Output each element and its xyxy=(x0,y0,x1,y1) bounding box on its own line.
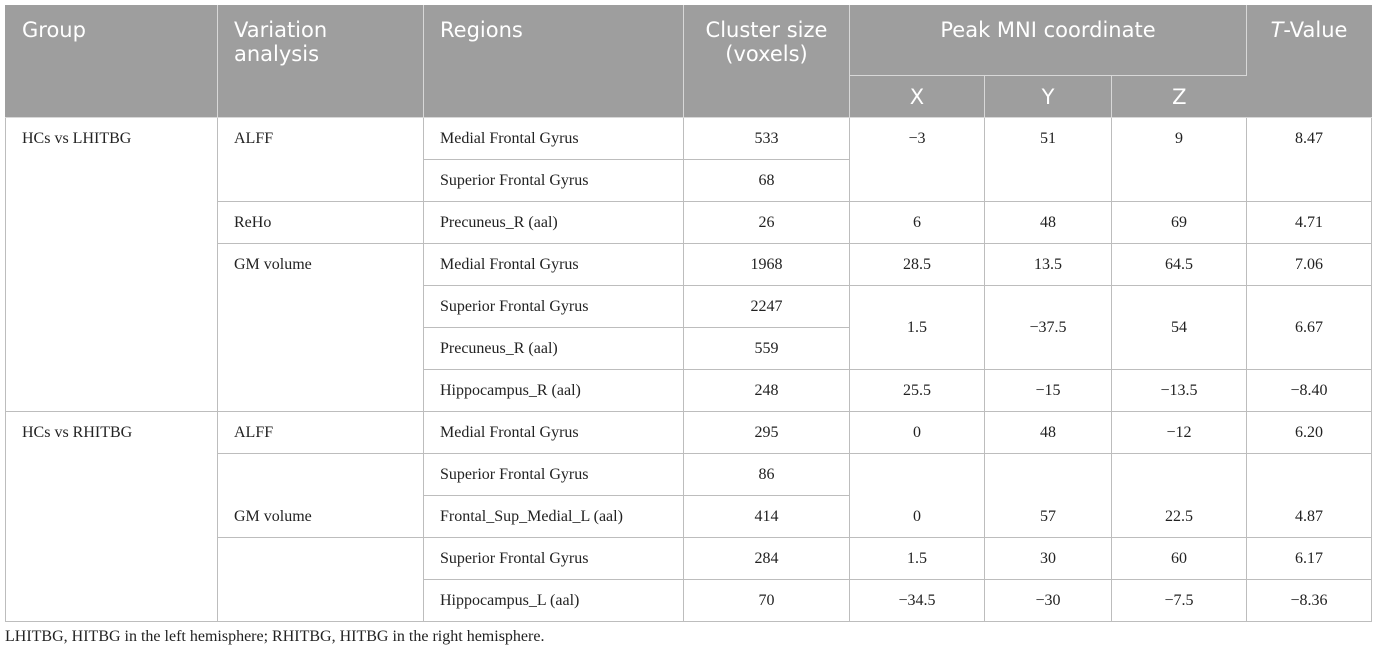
header-t-italic: T xyxy=(1270,18,1284,42)
t-cell: 4.71 xyxy=(1246,201,1373,244)
t-cell: −8.36 xyxy=(1246,579,1373,622)
group-cell: HCs vs RHITBG xyxy=(5,411,218,622)
region-cell: Medial Frontal Gyrus xyxy=(423,243,684,286)
analysis-cell: GM volume xyxy=(217,453,424,538)
cluster-cell: 248 xyxy=(683,369,850,412)
header-y: Y xyxy=(984,75,1112,118)
analysis-cell: ALFF xyxy=(217,117,424,202)
results-table: Group Variation analysis Regions Cluster… xyxy=(5,5,1373,622)
header-t-value: T-Value xyxy=(1246,5,1372,118)
t-cell: 6.20 xyxy=(1246,411,1373,454)
table-row: HCs vs LHITBG ALFF Medial Frontal Gyrus … xyxy=(5,117,1373,412)
t-cell: 6.67 xyxy=(1246,285,1373,370)
z-cell: −12 xyxy=(1110,411,1248,454)
cluster-cell: 295 xyxy=(683,411,850,454)
x-cell: 0 xyxy=(849,411,985,454)
header-cluster-line1: Cluster size xyxy=(705,18,828,42)
cluster-cell: 559 xyxy=(683,327,850,370)
y-cell: −30 xyxy=(984,579,1112,622)
t-cell: −8.40 xyxy=(1246,369,1373,412)
group-cell: HCs vs LHITBG xyxy=(5,117,218,412)
header-variation-analysis: Variation analysis xyxy=(217,5,424,118)
x-cell: 28.5 xyxy=(849,243,985,286)
cluster-cell: 68 xyxy=(683,159,850,202)
cluster-cell: 2247 xyxy=(683,285,850,328)
cluster-cell: 86 xyxy=(683,453,850,496)
analysis-cell: GM volume xyxy=(217,243,424,412)
header-peak-mni: Peak MNI coordinate xyxy=(849,5,1248,76)
header-z: Z xyxy=(1111,75,1247,118)
z-cell: 69 xyxy=(1110,201,1248,244)
z-cell: 64.5 xyxy=(1110,243,1248,286)
t-cell: 8.47 xyxy=(1246,117,1373,202)
cluster-cell: 1968 xyxy=(683,243,850,286)
region-cell: Medial Frontal Gyrus xyxy=(423,117,684,160)
header-t-rest: -Value xyxy=(1283,18,1348,42)
analysis-cell: ALFF xyxy=(217,411,424,454)
t-cell: 4.87 xyxy=(1246,453,1373,538)
region-cell: Precuneus_R (aal) xyxy=(423,327,684,370)
header-cluster-size: Cluster size (voxels) xyxy=(683,5,850,118)
z-cell: 22.5 xyxy=(1110,453,1248,538)
y-cell: 13.5 xyxy=(984,243,1112,286)
table-footnote: LHITBG, HITBG in the left hemisphere; RH… xyxy=(5,628,545,645)
region-cell: Hippocampus_L (aal) xyxy=(423,579,684,622)
header-variation-line2: analysis xyxy=(234,42,320,66)
table-row: Hippocampus_L (aal) 70 −34.5 −30 −7.5 −8… xyxy=(6,579,1373,622)
region-cell: Superior Frontal Gyrus xyxy=(423,453,684,496)
x-cell: −34.5 xyxy=(849,579,985,622)
x-cell: 0 xyxy=(849,453,985,538)
region-cell: Precuneus_R (aal) xyxy=(423,201,684,244)
x-cell: 1.5 xyxy=(849,537,985,580)
z-cell: −7.5 xyxy=(1110,579,1248,622)
table-row: Superior Frontal Gyrus 68 xyxy=(6,159,1372,202)
y-cell: 51 xyxy=(984,117,1112,202)
z-cell: 54 xyxy=(1110,285,1248,370)
analysis-cell-empty xyxy=(217,537,424,622)
table-row: ReHo Precuneus_R (aal) 26 6 48 69 4.71 xyxy=(6,201,1373,244)
z-cell: 9 xyxy=(1110,117,1248,202)
x-cell: 1.5 xyxy=(849,285,985,370)
x-cell: −3 xyxy=(849,117,985,202)
y-cell: −37.5 xyxy=(984,285,1112,370)
x-cell: 25.5 xyxy=(849,369,985,412)
table-row: Superior Frontal Gyrus 284 1.5 30 60 6.1… xyxy=(6,537,1373,622)
y-cell: 30 xyxy=(984,537,1112,580)
y-cell: 57 xyxy=(984,453,1112,538)
header-cluster-line2: (voxels) xyxy=(725,42,808,66)
region-cell: Frontal_Sup_Medial_L (aal) xyxy=(423,495,684,538)
y-cell: 48 xyxy=(984,201,1112,244)
cluster-cell: 70 xyxy=(683,579,850,622)
cluster-cell: 533 xyxy=(683,117,850,160)
cluster-cell: 284 xyxy=(683,537,850,580)
analysis-cell: ReHo xyxy=(217,201,424,244)
region-cell: Superior Frontal Gyrus xyxy=(423,159,684,202)
region-cell: Superior Frontal Gyrus xyxy=(423,285,684,328)
table-row: HCs vs RHITBG ALFF Medial Frontal Gyrus … xyxy=(5,411,1373,622)
cluster-cell: 414 xyxy=(683,495,850,538)
x-cell: 6 xyxy=(849,201,985,244)
header-group: Group xyxy=(5,5,218,118)
z-cell: 60 xyxy=(1110,537,1248,580)
header-regions: Regions xyxy=(423,5,684,118)
y-cell: −15 xyxy=(984,369,1112,412)
region-cell: Superior Frontal Gyrus xyxy=(423,537,684,580)
y-cell: 48 xyxy=(984,411,1112,454)
z-cell: −13.5 xyxy=(1110,369,1248,412)
header-variation-line1: Variation xyxy=(234,18,328,42)
table-row: Frontal_Sup_Medial_L (aal) 414 xyxy=(6,495,1372,538)
t-cell: 7.06 xyxy=(1246,243,1373,286)
region-cell: Hippocampus_R (aal) xyxy=(423,369,684,412)
cluster-cell: 26 xyxy=(683,201,850,244)
region-cell: Medial Frontal Gyrus xyxy=(423,411,684,454)
t-cell: 6.17 xyxy=(1246,537,1373,580)
header-x: X xyxy=(849,75,985,118)
